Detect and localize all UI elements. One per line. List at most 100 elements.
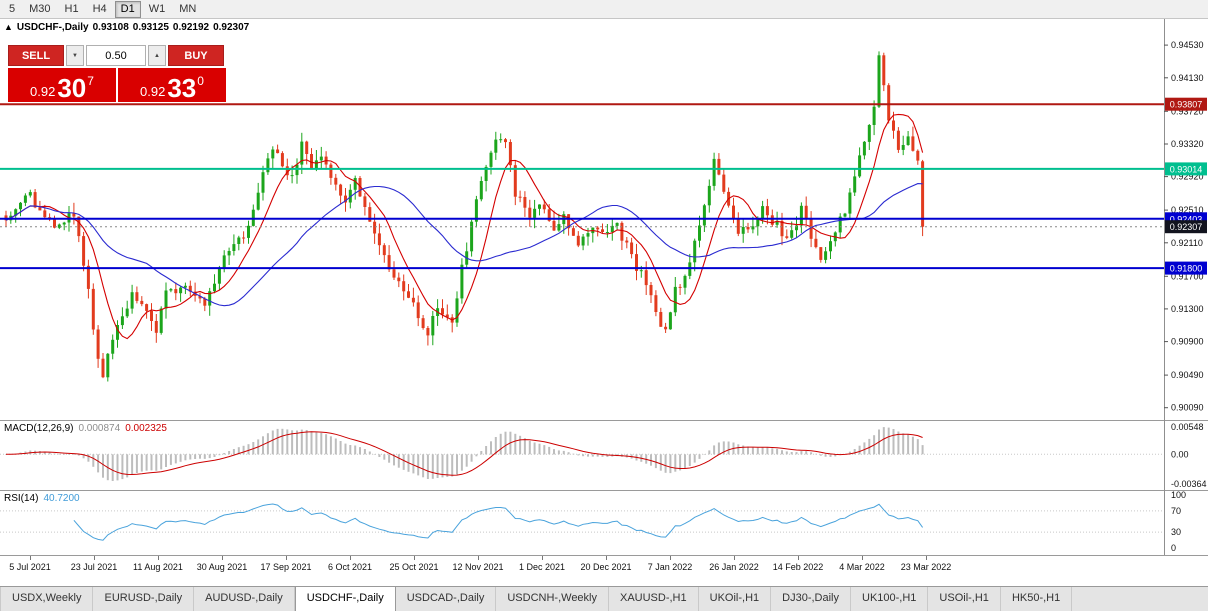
price-axis-label: 0.90090 <box>1171 403 1204 413</box>
timeframe-button-mn[interactable]: MN <box>179 2 197 15</box>
buy-button[interactable]: BUY <box>168 45 224 66</box>
chart-tab[interactable]: USDCNH-,Weekly <box>496 587 609 611</box>
svg-text:0.93807: 0.93807 <box>1170 100 1203 110</box>
time-label: 12 Nov 2021 <box>452 562 504 572</box>
chart-tab[interactable]: USDX,Weekly <box>0 587 94 611</box>
price-axis-label: 0.94130 <box>1171 73 1204 83</box>
sell-button[interactable]: SELL <box>8 45 64 66</box>
time-tick <box>862 556 863 560</box>
time-tick <box>350 556 351 560</box>
price-axis-label: 0.90490 <box>1171 370 1204 380</box>
chart-tab[interactable]: HK50-,H1 <box>1001 587 1073 611</box>
chart-tab[interactable]: UK100-,H1 <box>851 587 929 611</box>
time-tick <box>734 556 735 560</box>
chart-tab[interactable]: AUDUSD-,Daily <box>194 587 295 611</box>
rsi-axis-label: 30 <box>1171 527 1181 537</box>
chart-tab[interactable]: UKOil-,H1 <box>699 587 772 611</box>
svg-text:0.91800: 0.91800 <box>1170 264 1203 274</box>
timeframe-button-h1[interactable]: H1 <box>64 2 79 15</box>
timeframe-button-h4[interactable]: H4 <box>92 2 107 15</box>
time-tick <box>670 556 671 560</box>
volume-decrease-button[interactable]: ▼ <box>66 45 84 66</box>
chart-window: 0.94530 0.94130 0.93720 0.93320 0.92920 0.925… <box>0 19 1208 586</box>
time-label: 6 Oct 2021 <box>327 562 373 572</box>
time-label: 23 Mar 2022 <box>900 562 952 572</box>
buy-price-display[interactable]: 0.92 33 0 <box>118 68 226 102</box>
chart-tab[interactable]: USDCHF-,Daily <box>294 587 396 611</box>
macd-axis-label: 0.00548 <box>1171 422 1204 432</box>
time-tick <box>222 556 223 560</box>
rsi-axis-label: 100 <box>1171 490 1186 500</box>
time-tick <box>286 556 287 560</box>
chart-tabs-bar: USDX,Weekly EURUSD-,Daily AUDUSD-,Daily USD… <box>0 586 1208 611</box>
price-axis-label: 0.91700 <box>1171 271 1204 281</box>
price-badge: 0.92307 <box>1165 220 1207 234</box>
time-label: 26 Jan 2022 <box>709 562 759 572</box>
ohlc-close: 0.92307 <box>213 22 250 33</box>
price-axis-label: 0.92110 <box>1171 238 1203 248</box>
chart-header: ▲ USDCHF-,Daily 0.93108 0.93125 0.92192 0.923… <box>4 22 253 33</box>
price-badge: 0.91800 <box>1165 261 1207 275</box>
price-badge: 0.93807 <box>1165 97 1207 111</box>
buy-big-figure: 0.92 <box>140 83 166 99</box>
chart-tab[interactable]: USDCAD-,Daily <box>396 587 497 611</box>
time-tick <box>478 556 479 560</box>
time-label: 14 Feb 2022 <box>772 562 824 572</box>
price-axis-label: 0.91300 <box>1171 304 1204 314</box>
rsi-panel[interactable]: 100 70 30 0 <box>0 490 1208 555</box>
time-tick <box>158 556 159 560</box>
time-label: 5 Jul 2021 <box>9 562 51 572</box>
price-axis-label: 0.90900 <box>1171 337 1204 347</box>
price-axis-label: 0.93320 <box>1171 139 1204 149</box>
time-tick <box>94 556 95 560</box>
chart-symbol: USDCHF-,Daily <box>16 22 89 33</box>
buy-pips: 33 <box>167 73 197 104</box>
time-label: 20 Dec 2021 <box>580 562 632 572</box>
sell-price-display[interactable]: 0.92 30 7 <box>8 68 116 102</box>
svg-text:0.93014: 0.93014 <box>1170 164 1203 174</box>
chart-tab[interactable]: XAUUSD-,H1 <box>609 587 699 611</box>
price-axis-label: 0.93720 <box>1171 106 1204 116</box>
chart-tab[interactable]: EURUSD-,Daily <box>93 587 195 611</box>
price-axis-label: 0.92920 <box>1171 172 1204 182</box>
time-label: 23 Jul 2021 <box>70 562 118 572</box>
sell-big-figure: 0.92 <box>30 83 56 99</box>
time-axis[interactable]: 5 Jul 2021 23 Jul 2021 11 Aug 2021 30 Aug 2… <box>0 555 1208 586</box>
rsi-axis-label: 70 <box>1171 506 1181 516</box>
timeframe-button-w1[interactable]: W1 <box>148 2 166 15</box>
time-tick <box>798 556 799 560</box>
chart-tab[interactable]: DJ30-,Daily <box>771 587 851 611</box>
price-axis-label: 0.92510 <box>1171 205 1204 215</box>
time-label: 17 Sep 2021 <box>260 562 312 572</box>
one-click-toggle-icon[interactable]: ▲ <box>4 22 13 32</box>
volume-increase-button[interactable]: ▲ <box>148 45 166 66</box>
timeframe-button-m30[interactable]: M30 <box>29 2 51 15</box>
svg-text:0.92307: 0.92307 <box>1170 222 1203 232</box>
chart-tab[interactable]: USOil-,H1 <box>928 587 1001 611</box>
time-tick <box>542 556 543 560</box>
time-label: 25 Oct 2021 <box>389 562 439 572</box>
time-label: 30 Aug 2021 <box>196 562 248 572</box>
macd-axis-label: -0.00364 <box>1171 479 1207 489</box>
time-label: 7 Jan 2022 <box>647 562 693 572</box>
macd-axis-label: 0.00 <box>1171 449 1189 459</box>
volume-input[interactable] <box>86 45 146 66</box>
timeframe-button-d1[interactable]: D1 <box>114 0 141 18</box>
time-tick <box>606 556 607 560</box>
price-axis-label: 0.94530 <box>1171 40 1204 50</box>
buy-pip-fraction: 0 <box>197 74 204 88</box>
ohlc-high: 0.93125 <box>132 22 169 33</box>
svg-text:0.92403: 0.92403 <box>1170 214 1203 224</box>
ohlc-open: 0.93108 <box>92 22 129 33</box>
time-label: 1 Dec 2021 <box>518 562 566 572</box>
time-tick <box>414 556 415 560</box>
time-label: 4 Mar 2022 <box>839 562 885 572</box>
time-tick <box>30 556 31 560</box>
rsi-axis-label: 0 <box>1171 543 1176 553</box>
timeframe-button-5[interactable]: 5 <box>9 2 16 15</box>
time-label: 11 Aug 2021 <box>133 562 183 572</box>
sell-pips: 30 <box>57 73 87 104</box>
macd-panel[interactable]: 0.00548 0.00 -0.00364 <box>0 420 1208 490</box>
time-tick <box>926 556 927 560</box>
